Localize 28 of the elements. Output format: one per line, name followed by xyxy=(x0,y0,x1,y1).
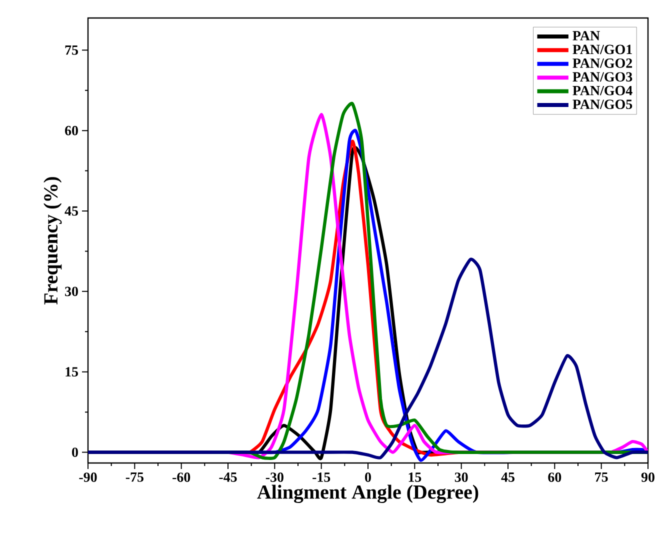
y-tick-label: 60 xyxy=(65,126,78,136)
x-tick-label: 60 xyxy=(548,472,562,482)
x-tick-label: 0 xyxy=(365,472,371,482)
x-tick-label: -30 xyxy=(266,472,284,482)
legend-label: PAN/GO1 xyxy=(572,44,632,54)
x-tick-label: -45 xyxy=(219,472,237,482)
x-tick-label: -60 xyxy=(172,472,190,482)
x-tick-label: 30 xyxy=(454,472,468,482)
legend-label: PAN xyxy=(572,31,600,40)
x-tick-label: 75 xyxy=(595,472,608,482)
x-tick-label: -90 xyxy=(79,472,97,482)
legend-label: PAN/GO2 xyxy=(572,58,632,68)
legend-label: PAN/GO5 xyxy=(572,100,632,110)
x-tick-label: -75 xyxy=(126,472,144,482)
y-axis-title: Frequency (%) xyxy=(44,177,62,304)
y-tick-label: 75 xyxy=(65,46,78,55)
x-axis-title: Alingment Angle (Degree) xyxy=(257,484,478,503)
y-tick-label: 0 xyxy=(72,448,78,457)
line-series xyxy=(88,258,648,460)
legend-label: PAN/GO3 xyxy=(572,72,632,82)
x-tick-label: 15 xyxy=(408,472,422,482)
y-tick-label: 45 xyxy=(64,206,78,216)
x-tick-label: 90 xyxy=(641,472,654,482)
legend-label: PAN/GO4 xyxy=(572,86,632,96)
x-tick-label: -15 xyxy=(312,472,330,482)
y-tick-label: 15 xyxy=(66,367,78,377)
y-tick-label: 30 xyxy=(65,286,78,296)
x-tick-label: 45 xyxy=(501,472,514,482)
